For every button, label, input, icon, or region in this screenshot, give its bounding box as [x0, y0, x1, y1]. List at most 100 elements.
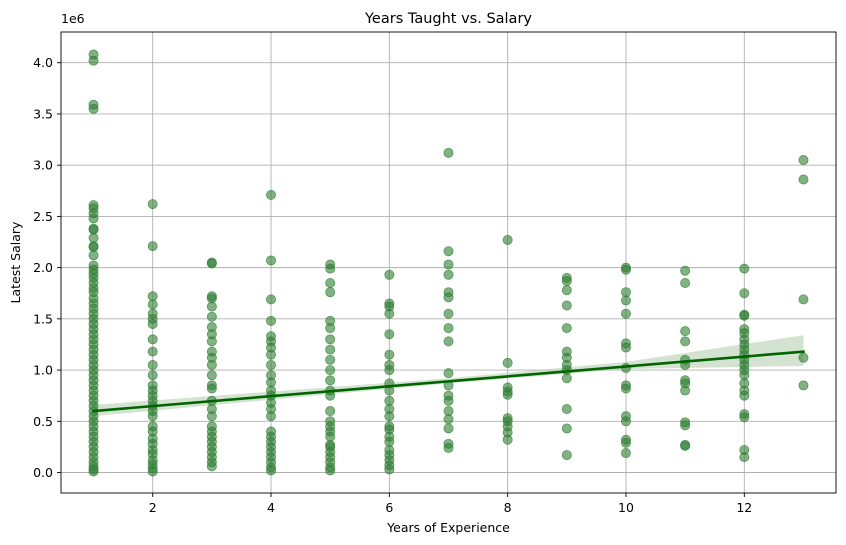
data-point: [739, 288, 750, 299]
y-tick-label: 3.0: [33, 158, 53, 173]
data-point: [620, 264, 631, 275]
x-axis-ticks: 2 4 6 8 10 12: [149, 493, 752, 515]
data-point: [325, 277, 336, 288]
data-point: [325, 263, 336, 274]
data-point: [206, 359, 217, 370]
data-point: [384, 411, 395, 422]
x-tick-label: 8: [504, 500, 512, 515]
data-point: [739, 412, 750, 423]
grid-lines: [61, 32, 836, 493]
data-point: [147, 466, 158, 477]
data-point: [325, 465, 336, 476]
data-point: [680, 326, 691, 337]
data-point: [147, 241, 158, 252]
x-tick-label: 2: [149, 500, 157, 515]
regression-line-layer: [92, 350, 805, 413]
data-point: [266, 359, 277, 370]
data-point: [798, 155, 809, 166]
data-point: [266, 411, 277, 422]
data-point: [798, 294, 809, 305]
x-tick-label: 6: [385, 500, 393, 515]
chart-title: Years Taught vs. Salary: [364, 11, 532, 27]
data-point: [443, 259, 454, 270]
x-tick-label: 4: [267, 500, 275, 515]
data-point: [147, 411, 158, 422]
data-point: [561, 300, 572, 311]
data-point: [798, 352, 809, 363]
data-point: [620, 295, 631, 306]
data-point: [384, 365, 395, 376]
data-point: [88, 466, 99, 477]
data-point: [561, 285, 572, 296]
data-point: [147, 318, 158, 329]
data-point: [561, 450, 572, 461]
data-point: [384, 464, 395, 475]
data-point: [620, 416, 631, 427]
data-point: [443, 442, 454, 453]
data-point: [739, 263, 750, 274]
y-tick-label: 0.5: [33, 414, 53, 429]
data-point: [206, 311, 217, 322]
data-point: [266, 189, 277, 200]
data-point: [561, 323, 572, 334]
data-point: [147, 199, 158, 210]
data-point: [502, 357, 513, 368]
data-point: [266, 294, 277, 305]
data-point: [502, 234, 513, 245]
data-point: [325, 323, 336, 334]
data-point: [443, 423, 454, 434]
data-point: [88, 213, 99, 224]
data-point: [680, 336, 691, 347]
y-tick-label: 3.5: [33, 106, 53, 121]
data-point: [147, 299, 158, 310]
data-point: [88, 103, 99, 114]
x-tick-label: 10: [618, 500, 634, 515]
data-point: [561, 403, 572, 414]
data-point: [561, 423, 572, 434]
data-point: [561, 275, 572, 286]
data-point: [620, 383, 631, 394]
data-point: [798, 380, 809, 391]
data-point: [266, 315, 277, 326]
data-point: [88, 250, 99, 261]
data-point: [325, 406, 336, 417]
data-point: [798, 174, 809, 185]
data-point: [502, 434, 513, 445]
y-tick-label: 1.5: [33, 311, 53, 326]
data-point: [739, 310, 750, 321]
data-point: [739, 390, 750, 401]
y-axis-offset-label: 1e6: [61, 11, 85, 26]
data-point: [443, 292, 454, 303]
data-point: [620, 437, 631, 448]
data-point: [325, 354, 336, 365]
data-point: [325, 344, 336, 355]
y-tick-label: 0.0: [33, 465, 53, 480]
data-point: [561, 373, 572, 384]
data-point: [620, 342, 631, 353]
data-points-layer: [88, 49, 809, 477]
data-point: [384, 308, 395, 319]
data-point: [206, 258, 217, 269]
data-point: [206, 411, 217, 422]
data-point: [147, 334, 158, 345]
data-point: [443, 147, 454, 158]
data-point: [443, 336, 454, 347]
data-point: [206, 301, 217, 312]
data-point: [266, 255, 277, 266]
data-point: [325, 365, 336, 376]
data-point: [739, 452, 750, 463]
data-point: [680, 265, 691, 276]
x-axis-label: Years of Experience: [386, 520, 510, 535]
data-point: [443, 269, 454, 280]
data-point: [206, 383, 217, 394]
data-point: [325, 334, 336, 345]
data-point: [147, 359, 158, 370]
data-point: [384, 269, 395, 280]
data-point: [147, 346, 158, 357]
data-point: [325, 287, 336, 298]
data-point: [206, 461, 217, 472]
data-point: [325, 375, 336, 386]
data-point: [443, 395, 454, 406]
